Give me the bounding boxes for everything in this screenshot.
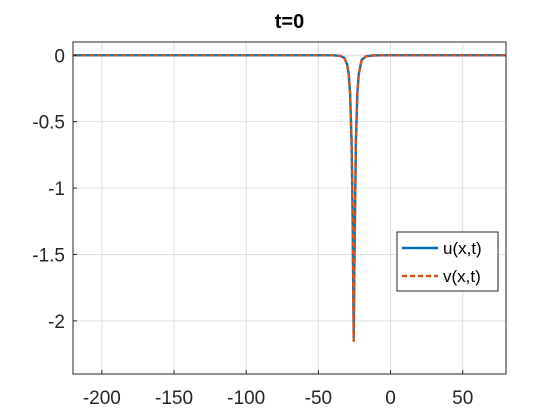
legend: u(x,t) v(x,t) (396, 231, 499, 292)
x-tick-label: -150 (155, 388, 193, 409)
x-tick-label: -50 (305, 388, 332, 409)
x-tick-label: -100 (227, 388, 265, 409)
x-tick-label: 50 (452, 388, 473, 409)
y-tick-label: -1 (48, 179, 65, 200)
series-line-u (73, 54, 506, 342)
x-tick-label: 0 (385, 388, 396, 409)
chart-title: t=0 (275, 11, 304, 33)
y-tick-label: -2 (48, 312, 65, 333)
series-layer (73, 54, 506, 342)
axes-frame (72, 41, 507, 375)
series-line-v (73, 54, 506, 342)
legend-label-v: v(x,t) (443, 267, 481, 286)
legend-label-u: u(x,t) (443, 239, 482, 258)
y-tick-label: 0 (54, 46, 65, 67)
y-tick-label: -0.5 (32, 113, 65, 134)
x-tick-label: -200 (83, 388, 121, 409)
ticks: -200 -150 -100 -50 0 50 0 -0.5 -1 -1.5 -2 (32, 46, 473, 409)
legend-box (396, 231, 499, 292)
grid (73, 42, 506, 374)
y-tick-label: -1.5 (32, 245, 65, 266)
